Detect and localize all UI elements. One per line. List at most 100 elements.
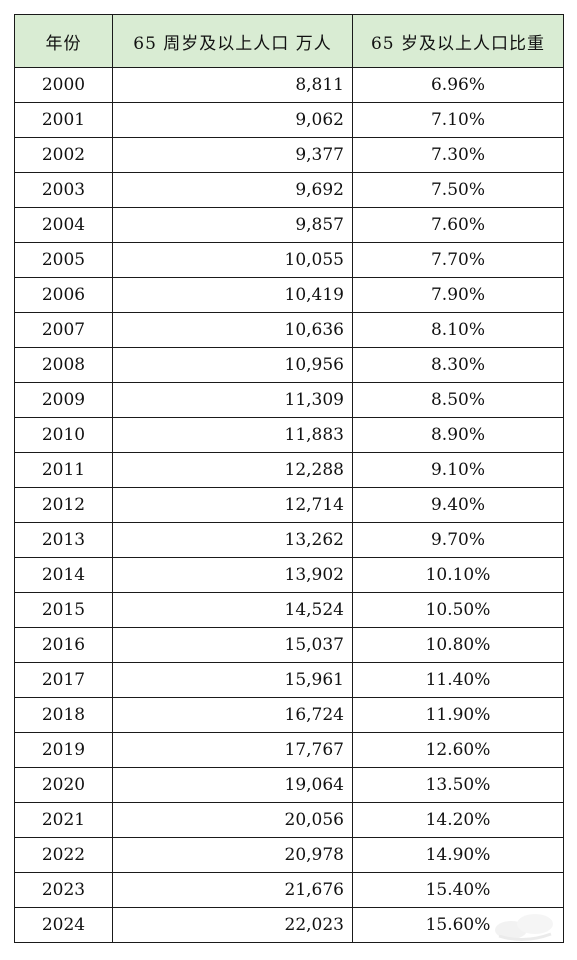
cell-year: 2003: [14, 172, 113, 208]
cell-year: 2005: [14, 242, 113, 278]
table-row: 2018 16,724 11.90%: [14, 697, 564, 733]
cell-year: 2016: [14, 627, 113, 663]
table-row: 2017 15,961 11.40%: [14, 662, 564, 698]
table-row: 2021 20,056 14.20%: [14, 802, 564, 838]
cell-year: 2013: [14, 522, 113, 558]
cell-population: 11,883: [112, 417, 353, 453]
table-row: 2000 8,811 6.96%: [14, 67, 564, 103]
cell-year: 2015: [14, 592, 113, 628]
cell-year: 2012: [14, 487, 113, 523]
cell-year: 2008: [14, 347, 113, 383]
cell-population: 15,037: [112, 627, 353, 663]
cell-year: 2010: [14, 417, 113, 453]
cell-year: 2011: [14, 452, 113, 488]
table-row: 2010 11,883 8.90%: [14, 417, 564, 453]
table-row: 2020 19,064 13.50%: [14, 767, 564, 803]
table-row: 2009 11,309 8.50%: [14, 382, 564, 418]
table-row: 2007 10,636 8.10%: [14, 312, 564, 348]
table-header-row: 年份 65 周岁及以上人口 万人 65 岁及以上人口比重: [14, 14, 564, 68]
cell-population: 19,064: [112, 767, 353, 803]
cell-year: 2001: [14, 102, 113, 138]
table-body: 2000 8,811 6.96% 2001 9,062 7.10% 2002 9,377 7.3…: [14, 67, 564, 943]
cell-ratio: 10.50%: [352, 592, 564, 628]
table-row: 2006 10,419 7.90%: [14, 277, 564, 313]
table-row: 2014 13,902 10.10%: [14, 557, 564, 593]
table-row: 2001 9,062 7.10%: [14, 102, 564, 138]
cell-ratio: 9.10%: [352, 452, 564, 488]
cell-population: 22,023: [112, 907, 353, 943]
cell-ratio: 12.60%: [352, 732, 564, 768]
table-row: 2008 10,956 8.30%: [14, 347, 564, 383]
cell-year: 2017: [14, 662, 113, 698]
cell-year: 2006: [14, 277, 113, 313]
cell-ratio: 14.20%: [352, 802, 564, 838]
cell-ratio: 7.70%: [352, 242, 564, 278]
cell-year: 2022: [14, 837, 113, 873]
cell-ratio: 8.30%: [352, 347, 564, 383]
cell-ratio: 10.10%: [352, 557, 564, 593]
table-row: 2015 14,524 10.50%: [14, 592, 564, 628]
cell-ratio: 10.80%: [352, 627, 564, 663]
cell-population: 9,857: [112, 207, 353, 243]
cell-ratio: 6.96%: [352, 67, 564, 103]
cell-population: 20,978: [112, 837, 353, 873]
cell-population: 10,055: [112, 242, 353, 278]
table-row: 2022 20,978 14.90%: [14, 837, 564, 873]
table-row: 2005 10,055 7.70%: [14, 242, 564, 278]
cell-population: 9,377: [112, 137, 353, 173]
cell-ratio: 9.70%: [352, 522, 564, 558]
table-row: 2004 9,857 7.60%: [14, 207, 564, 243]
cell-year: 2019: [14, 732, 113, 768]
cell-ratio: 8.90%: [352, 417, 564, 453]
cell-ratio: 7.50%: [352, 172, 564, 208]
cell-year: 2007: [14, 312, 113, 348]
cell-population: 13,902: [112, 557, 353, 593]
table-row: 2003 9,692 7.50%: [14, 172, 564, 208]
cell-year: 2002: [14, 137, 113, 173]
table-row: 2024 22,023 15.60%: [14, 907, 564, 943]
cell-population: 12,714: [112, 487, 353, 523]
cell-year: 2018: [14, 697, 113, 733]
cell-ratio: 13.50%: [352, 767, 564, 803]
cell-population: 10,636: [112, 312, 353, 348]
cell-population: 9,692: [112, 172, 353, 208]
cell-population: 16,724: [112, 697, 353, 733]
cell-ratio: 7.30%: [352, 137, 564, 173]
cell-population: 13,262: [112, 522, 353, 558]
cell-population: 20,056: [112, 802, 353, 838]
cell-ratio: 11.40%: [352, 662, 564, 698]
cell-year: 2009: [14, 382, 113, 418]
cell-year: 2000: [14, 67, 113, 103]
cell-ratio: 15.40%: [352, 872, 564, 908]
table-row: 2016 15,037 10.80%: [14, 627, 564, 663]
table-row: 2013 13,262 9.70%: [14, 522, 564, 558]
cell-population: 15,961: [112, 662, 353, 698]
table-row: 2023 21,676 15.40%: [14, 872, 564, 908]
cell-ratio: 11.90%: [352, 697, 564, 733]
table-row: 2012 12,714 9.40%: [14, 487, 564, 523]
cell-ratio: 14.90%: [352, 837, 564, 873]
cell-ratio: 8.10%: [352, 312, 564, 348]
cell-population: 11,309: [112, 382, 353, 418]
watermark-logo-icon: [495, 914, 553, 941]
cell-population: 8,811: [112, 67, 353, 103]
header-population: 65 周岁及以上人口 万人: [112, 14, 353, 68]
table-row: 2019 17,767 12.60%: [14, 732, 564, 768]
cell-population: 10,956: [112, 347, 353, 383]
cell-ratio: 9.40%: [352, 487, 564, 523]
cell-year: 2024: [14, 907, 113, 943]
table-row: 2011 12,288 9.10%: [14, 452, 564, 488]
cell-population: 17,767: [112, 732, 353, 768]
cell-year: 2020: [14, 767, 113, 803]
cell-year: 2021: [14, 802, 113, 838]
population-table-container: 年份 65 周岁及以上人口 万人 65 岁及以上人口比重 2000 8,811 6.…: [14, 14, 564, 943]
cell-population: 10,419: [112, 277, 353, 313]
cell-population: 21,676: [112, 872, 353, 908]
cell-year: 2004: [14, 207, 113, 243]
cell-population: 12,288: [112, 452, 353, 488]
cell-ratio: 8.50%: [352, 382, 564, 418]
table-row: 2002 9,377 7.30%: [14, 137, 564, 173]
cell-year: 2014: [14, 557, 113, 593]
cell-population: 14,524: [112, 592, 353, 628]
header-ratio: 65 岁及以上人口比重: [352, 14, 564, 68]
